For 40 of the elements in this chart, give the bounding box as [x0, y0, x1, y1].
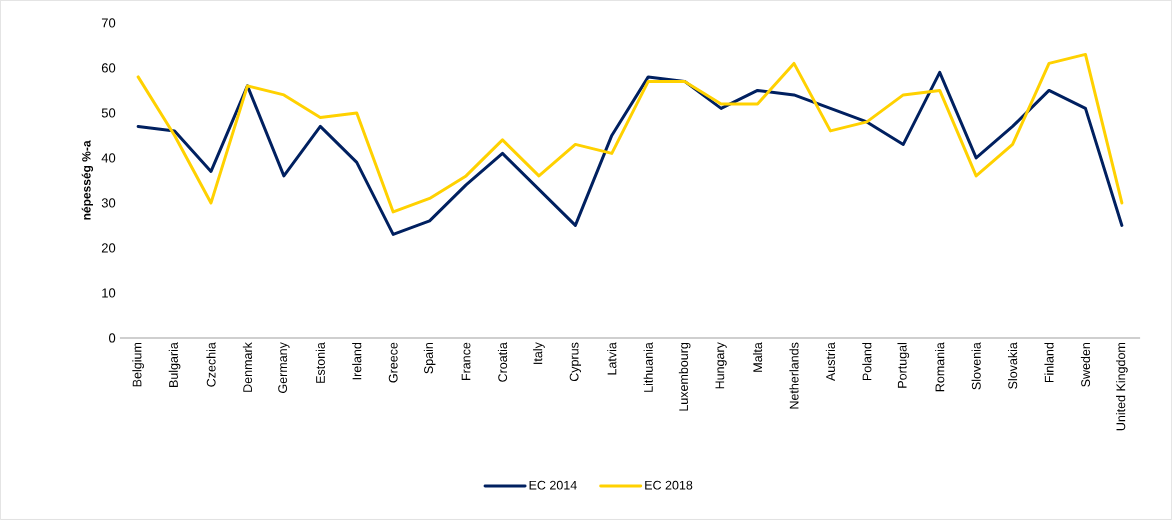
x-tick-label: Netherlands: [789, 342, 799, 409]
y-tick-label: 70: [101, 18, 116, 28]
x-tick-label: Slovenia: [971, 342, 981, 390]
x-tick-label: Spain: [423, 343, 436, 374]
x-tick-label: Romania: [935, 342, 945, 392]
x-tick-label: Estonia: [315, 342, 325, 383]
x-tick-label: United Kingdom: [1116, 343, 1128, 431]
x-tick-label: Finland: [1044, 343, 1054, 383]
x-tick-label: Italy: [533, 342, 545, 364]
x-tick-label: Poland: [862, 343, 872, 381]
x-tick-label: Austria: [825, 342, 835, 382]
x-tick-label: France: [461, 342, 471, 381]
y-tick-label: 30: [101, 198, 116, 208]
x-tick-label: Hungary: [715, 342, 727, 389]
x-tick-label: Greece: [388, 342, 398, 383]
legend-label: EC 2018: [645, 480, 693, 490]
x-tick-label: Bulgaria: [168, 342, 181, 388]
x-tick-label: Czechia: [206, 342, 216, 387]
x-tick-label: Belgium: [132, 343, 144, 387]
x-tick-label: Denmark: [242, 342, 253, 392]
x-tick-label: Slovakia: [1007, 342, 1018, 389]
line-series: [136, 52, 1124, 214]
y-tick-label: 60: [101, 63, 116, 73]
y-tick-label: 50: [101, 108, 116, 118]
x-tick-label: Portugal: [897, 343, 910, 388]
x-tick-label: Ireland: [352, 343, 362, 380]
x-tick-label: Latvia: [607, 342, 617, 375]
y-tick-label: 20: [101, 243, 116, 253]
x-tick-label: Croatia: [497, 342, 508, 382]
y-tick-label: 0: [109, 333, 116, 343]
x-tick-label: Cyprus: [569, 342, 582, 382]
legend-label: EC 2014: [529, 480, 577, 490]
x-tick-label: Germany: [278, 342, 290, 393]
x-tick-label: Sweden: [1080, 343, 1091, 387]
x-tick-label: Lithuania: [643, 342, 653, 392]
y-tick-label: 10: [102, 288, 116, 298]
y-axis-title: népesség %-a: [81, 140, 94, 220]
y-tick-label: 40: [101, 153, 116, 163]
x-tick-label: Luxembourg: [678, 343, 691, 411]
x-tick-label: Malta: [752, 342, 763, 372]
